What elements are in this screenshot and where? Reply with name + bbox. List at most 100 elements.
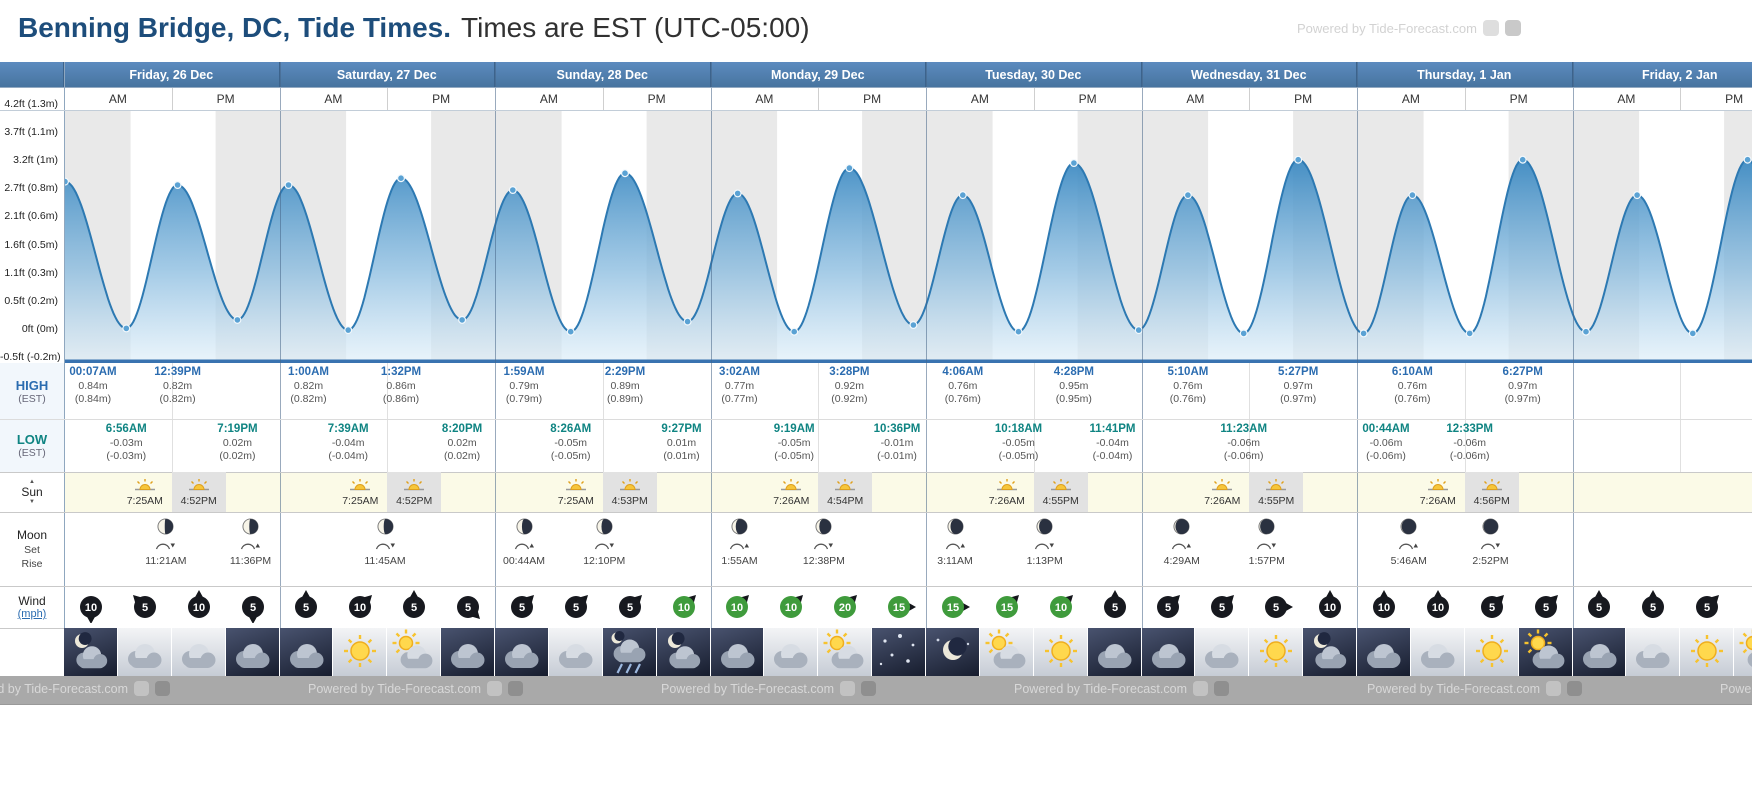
moon-phase-icon — [946, 518, 964, 538]
wind-direction-arrow — [687, 594, 696, 604]
moon-phase-icon — [157, 518, 174, 538]
tide-height: -0.04m — [331, 436, 365, 449]
moon-entry: 2:52PM — [1462, 518, 1518, 567]
ampm-label: AM — [1141, 87, 1250, 110]
moon-cloud-weather-icon — [656, 628, 711, 676]
tide-marker — [1633, 191, 1642, 200]
watermark-text: Powered by Tide-Forecast.com — [1297, 20, 1477, 36]
tide-height: 0.82m — [293, 379, 324, 392]
wind-badge: 5 — [559, 589, 593, 623]
wind-badge: 10 — [1313, 589, 1347, 623]
low-tide-entry: 8:20PM 0.02m (0.02m) — [430, 423, 494, 464]
moonrise-icon — [514, 540, 535, 553]
ampm-label: PM — [818, 87, 926, 110]
header-watermark[interactable]: Powered by Tide-Forecast.com — [1297, 20, 1521, 36]
moonrise-icon — [1398, 540, 1419, 553]
svg-text:5: 5 — [411, 602, 417, 614]
tide-marker — [1581, 327, 1590, 336]
low-tide-entry: 10:36PM -0.01m (-0.01m) — [865, 423, 929, 464]
moon-phase-icon — [1400, 518, 1417, 538]
sunset-icon — [1264, 478, 1288, 494]
wind-direction-arrow — [248, 616, 257, 624]
wind-direction-arrow — [409, 590, 419, 598]
svg-text:10: 10 — [731, 602, 743, 614]
row-divider — [0, 472, 1752, 473]
wind-badge: 5 — [505, 589, 539, 623]
sunrise-time: 7:25AM — [549, 472, 603, 512]
sunset-time: 4:53PM — [602, 472, 657, 512]
wind-direction-arrow — [741, 594, 750, 604]
low-tide-entry: 11:23AM -0.06m (-0.06m) — [1212, 423, 1276, 464]
rain-weather-icon — [602, 628, 657, 676]
moon-entry: 11:45AM — [357, 518, 413, 567]
low-row-label: LOW (EST) — [0, 419, 64, 472]
tide-marker — [1014, 327, 1023, 336]
high-tide-entry: 2:29PM 0.89m (0.89m) — [593, 366, 657, 407]
tide-marker — [397, 174, 406, 183]
tide-curve-line — [13, 158, 1752, 335]
halfday-divider — [1464, 87, 1466, 110]
watermark-badge-icon — [1193, 681, 1208, 696]
wind-direction-arrow — [1285, 602, 1294, 612]
svg-text:5: 5 — [573, 602, 579, 614]
wind-badge: 10 — [1044, 589, 1078, 623]
moon-entry: 4:29AM — [1154, 518, 1210, 567]
halfday-divider — [387, 87, 389, 110]
wind-badge: 5 — [1529, 589, 1563, 623]
wind-badge: 10 — [1421, 589, 1455, 623]
cloud-weather-icon — [548, 628, 603, 676]
moon-entry: 11:21AM — [138, 518, 194, 567]
halfday-divider — [1033, 363, 1035, 472]
tide-marker — [909, 321, 918, 330]
tide-height: 0.97m — [1283, 379, 1313, 392]
tide-height: -0.04m — [1096, 436, 1129, 449]
row-divider — [0, 704, 1752, 705]
moon-phase-icon — [1036, 518, 1053, 538]
wind-badge: 5 — [1205, 589, 1239, 623]
sunrise-icon — [1210, 478, 1234, 494]
moonset-icon — [1480, 540, 1501, 553]
footer-watermark[interactable]: Powered by Tide-Forecast.com — [1720, 681, 1752, 696]
sunset-icon — [402, 478, 426, 494]
wind-direction-arrow — [132, 594, 142, 604]
ampm-label: PM — [1249, 87, 1357, 110]
moon-cloud-weather-icon — [1303, 628, 1357, 676]
y-axis-label: 0.5ft (0.2m) — [4, 294, 58, 307]
cloud-weather-icon — [1195, 628, 1250, 676]
tide-marker — [508, 185, 517, 194]
low-tide-entry: 7:19PM 0.02m (0.02m) — [205, 423, 269, 464]
moonset-icon — [155, 540, 176, 553]
cloud-weather-icon — [1087, 628, 1142, 676]
footer-watermark[interactable]: Powered by Tide-Forecast.com — [308, 681, 523, 696]
tide-marker — [458, 315, 467, 324]
sunset-time: 4:52PM — [171, 472, 226, 512]
moon-phase-icon — [376, 518, 394, 538]
day-header: Friday, 26 Dec — [64, 62, 280, 87]
ampm-label: AM — [1357, 87, 1465, 110]
moon-entry: 5:46AM — [1381, 518, 1437, 567]
tide-height-alt: (-0.06m) — [1223, 450, 1264, 462]
footer-watermark[interactable]: Powered by Tide-Forecast.com — [0, 681, 170, 696]
moonset-icon — [594, 540, 615, 553]
footer-watermark[interactable]: Powered by Tide-Forecast.com — [1014, 681, 1229, 696]
wind-direction-arrow — [1325, 590, 1335, 598]
wind-badge: 5 — [1636, 589, 1670, 623]
high-tide-entry: 6:10AM 0.76m (0.76m) — [1380, 366, 1444, 407]
wind-unit-link[interactable]: (mph) — [17, 608, 47, 620]
halfday-divider — [1249, 87, 1251, 110]
high-tide-entry: 5:27PM 0.97m (0.97m) — [1266, 366, 1330, 407]
sunset-time: 4:55PM — [1249, 472, 1304, 512]
sunrise-icon — [995, 478, 1019, 494]
footer-watermark[interactable]: Powered by Tide-Forecast.com — [1367, 681, 1582, 696]
sunrise-icon — [348, 478, 372, 494]
svg-text:5: 5 — [1165, 602, 1171, 614]
ampm-label: PM — [1680, 87, 1752, 110]
wind-row-label: Wind (mph) — [0, 586, 64, 628]
wind-direction-arrow — [86, 616, 96, 624]
sunrise-icon — [133, 478, 157, 494]
tide-height: 0.02m — [447, 436, 477, 449]
wind-direction-arrow — [794, 594, 804, 604]
wind-badge: 5 — [289, 589, 323, 623]
wind-badge: 5 — [1690, 589, 1724, 623]
footer-watermark[interactable]: Powered by Tide-Forecast.com — [661, 681, 876, 696]
